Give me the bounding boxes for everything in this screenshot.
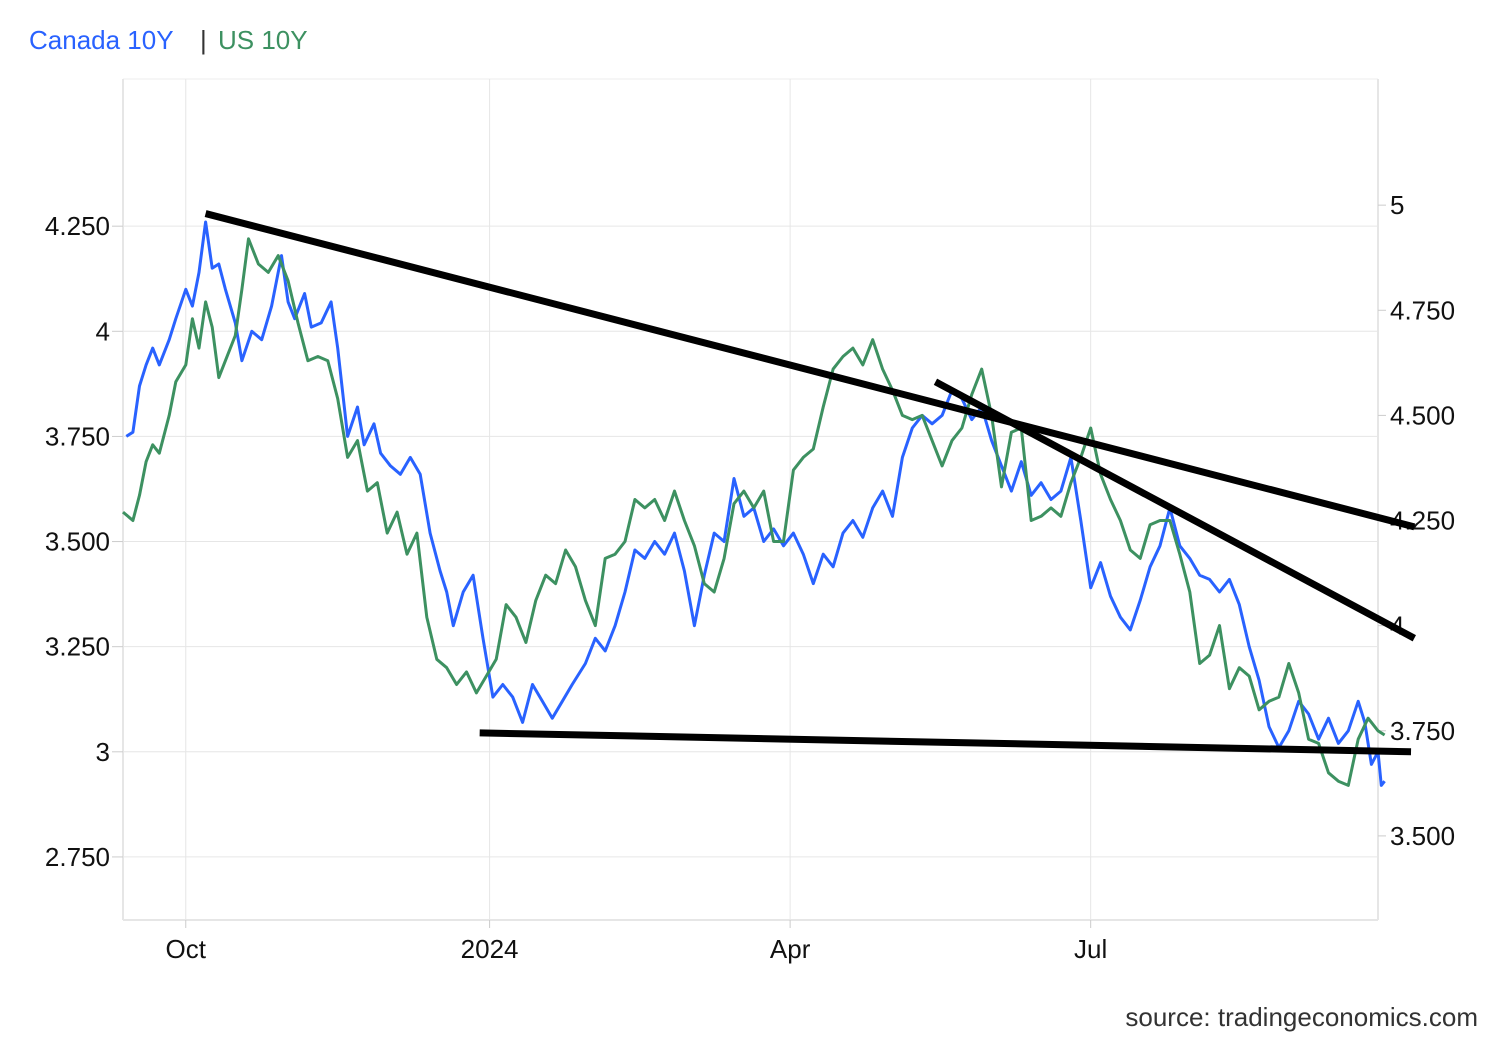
source-label[interactable]: source: tradingeconomics.com xyxy=(1125,1002,1478,1032)
trendline-1 xyxy=(204,210,1416,531)
y-left-tick-label: 2.750 xyxy=(45,842,110,872)
legend-canada-10y[interactable]: Canada 10Y xyxy=(29,25,174,55)
y-right-tick-label: 4.500 xyxy=(1390,400,1455,430)
axes: 4.25043.7503.5003.25032.75054.7504.5004.… xyxy=(45,79,1455,964)
series-line-canada-10y[interactable] xyxy=(125,220,1386,787)
series-line-us-10y[interactable] xyxy=(122,237,1386,787)
y-right-tick-label: 3.500 xyxy=(1390,821,1455,851)
trendline-3 xyxy=(479,729,1412,756)
chart-legend: Canada 10Y | US 10Y xyxy=(29,25,308,55)
y-right-tick-label: 4.750 xyxy=(1390,295,1455,325)
x-tick-label: Jul xyxy=(1074,934,1107,964)
y-left-tick-label: 3.500 xyxy=(45,527,110,557)
y-right-tick-label: 3.750 xyxy=(1390,716,1455,746)
x-tick-label: Apr xyxy=(770,934,811,964)
x-tick-label: 2024 xyxy=(461,934,519,964)
x-tick-label: Oct xyxy=(166,934,207,964)
y-left-tick-label: 4 xyxy=(96,316,110,346)
legend-separator: | xyxy=(200,25,207,55)
trendline-layer xyxy=(204,210,1416,756)
legend-us-10y[interactable]: US 10Y xyxy=(218,25,308,55)
trendline-2 xyxy=(933,378,1416,642)
grid-lines xyxy=(123,78,1378,920)
y-left-tick-label: 3.250 xyxy=(45,632,110,662)
series-layer xyxy=(122,220,1386,787)
y-left-tick-label: 4.250 xyxy=(45,211,110,241)
y-right-tick-label: 5 xyxy=(1390,190,1404,220)
y-left-tick-label: 3.750 xyxy=(45,421,110,451)
y-left-tick-label: 3 xyxy=(96,737,110,767)
